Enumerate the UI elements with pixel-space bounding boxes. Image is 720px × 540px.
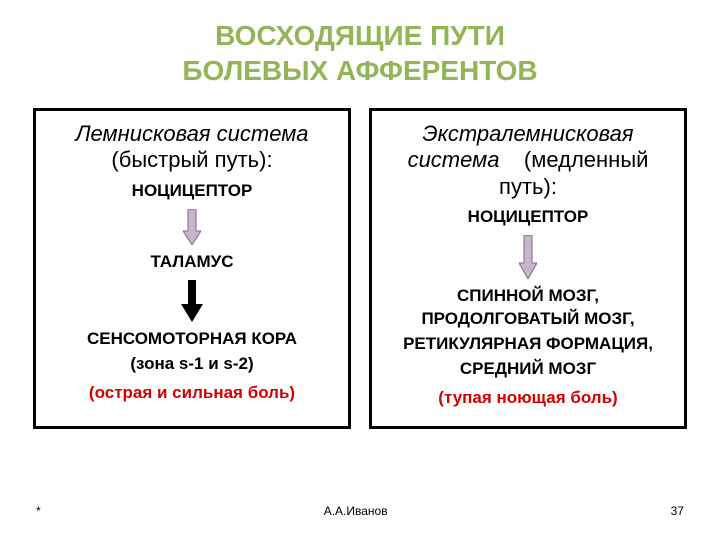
arrow-path bbox=[181, 280, 203, 322]
slide: ВОСХОДЯЩИЕ ПУТИ БОЛЕВЫХ АФФЕРЕНТОВ Лемни… bbox=[0, 0, 720, 540]
down-arrow-icon bbox=[181, 280, 203, 322]
down-arrow-icon bbox=[519, 235, 537, 279]
right-step-1: НОЦИЦЕПТОР bbox=[380, 206, 676, 229]
left-heading-main: Лемнисковая система bbox=[75, 121, 308, 146]
right-arrow-1-wrap bbox=[380, 235, 676, 279]
title-line-2: БОЛЕВЫХ АФФЕРЕНТОВ bbox=[0, 53, 720, 88]
right-step-2b: РЕТИКУЛЯРНАЯ ФОРМАЦИЯ, bbox=[380, 333, 676, 356]
right-heading-sub: (медленный путь): bbox=[499, 147, 648, 198]
right-note: (тупая ноющая боль) bbox=[380, 387, 676, 410]
right-step-2a: СПИННОЙ МОЗГ, ПРОДОЛГОВАТЫЙ МОЗГ, bbox=[380, 285, 676, 331]
arrow-path bbox=[183, 209, 201, 245]
left-step-2: ТАЛАМУС bbox=[44, 251, 340, 274]
footer: * А.А.Иванов 37 bbox=[0, 504, 720, 518]
footer-center: А.А.Иванов bbox=[324, 504, 388, 518]
title-line-1: ВОСХОДЯЩИЕ ПУТИ bbox=[0, 18, 720, 53]
left-step-3b: (зона s-1 и s-2) bbox=[44, 353, 340, 376]
left-arrow-1-wrap bbox=[44, 209, 340, 245]
down-arrow-icon bbox=[183, 209, 201, 245]
left-heading-sub: (быстрый путь): bbox=[111, 147, 272, 172]
left-step-3a: СЕНСОМОТОРНАЯ КОРА bbox=[44, 328, 340, 351]
left-note: (острая и сильная боль) bbox=[44, 382, 340, 405]
footer-left: * bbox=[36, 504, 41, 518]
columns: Лемнисковая система (быстрый путь): НОЦИ… bbox=[0, 108, 720, 429]
right-step-2c: СРЕДНИЙ МОЗГ bbox=[380, 358, 676, 381]
left-heading: Лемнисковая система (быстрый путь): bbox=[44, 121, 340, 174]
footer-right: 37 bbox=[671, 504, 684, 518]
left-panel: Лемнисковая система (быстрый путь): НОЦИ… bbox=[33, 108, 351, 429]
left-step-1: НОЦИЦЕПТОР bbox=[44, 180, 340, 203]
slide-title: ВОСХОДЯЩИЕ ПУТИ БОЛЕВЫХ АФФЕРЕНТОВ bbox=[0, 0, 720, 88]
left-arrow-2-wrap bbox=[44, 280, 340, 322]
arrow-path bbox=[519, 235, 537, 279]
right-panel: Экстралемнисковая система (медленный пут… bbox=[369, 108, 687, 429]
right-heading: Экстралемнисковая система (медленный пут… bbox=[380, 121, 676, 200]
